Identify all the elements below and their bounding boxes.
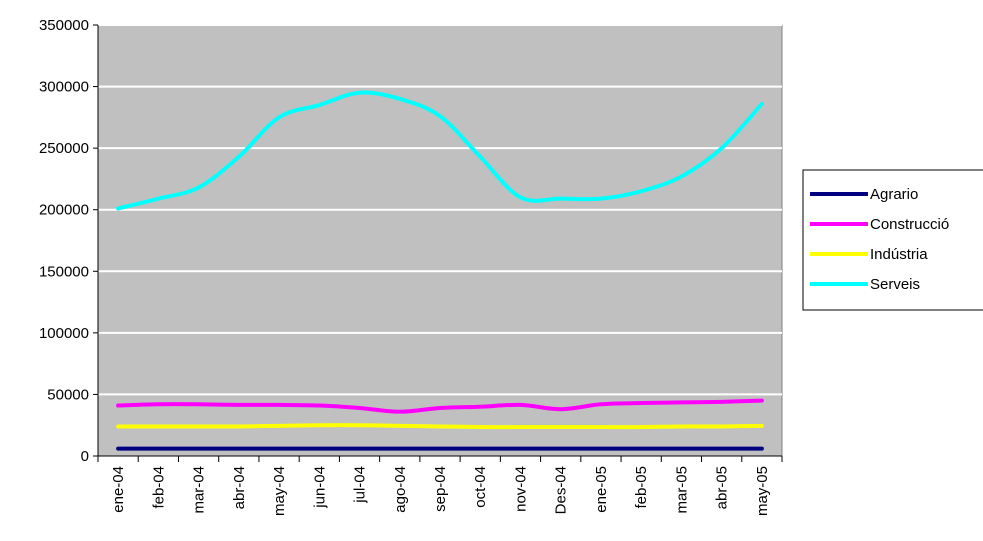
x-tick-label: mar-05 — [673, 466, 690, 514]
series-line-construccio- — [116, 398, 764, 414]
x-tick-label: oct-04 — [472, 466, 489, 508]
x-tick-label: Des-04 — [553, 466, 570, 514]
legend-label: Agrario — [870, 186, 918, 203]
x-tick-label: may-05 — [754, 466, 771, 516]
y-tick-label: 250000 — [39, 140, 89, 157]
legend-label: Construcció — [870, 216, 949, 233]
y-tick-label: 0 — [81, 448, 89, 465]
x-tick-label: jun-04 — [311, 466, 328, 509]
legend-label: Indústria — [870, 246, 928, 263]
x-tick-label: jul-04 — [352, 466, 369, 504]
plot-area — [97, 24, 783, 457]
x-axis-ticks: ene-04 feb-04 mar-04 abr-04 may-04 jun-04 jul-… — [97, 456, 783, 516]
x-tick-label: ene-04 — [110, 466, 127, 513]
x-tick-label: mar-04 — [191, 466, 208, 514]
series-line-serveis — [116, 90, 764, 211]
y-tick-label: 300000 — [39, 79, 89, 96]
y-tick-label: 200000 — [39, 202, 89, 219]
y-tick-label: 100000 — [39, 325, 89, 342]
y-tick-label: 150000 — [39, 263, 89, 280]
x-tick-label: nov-04 — [512, 466, 529, 512]
x-tick-label: ene-05 — [593, 466, 610, 513]
legend-label: Serveis — [870, 276, 920, 293]
series-line-indu-stria — [116, 423, 764, 430]
series-lines — [116, 90, 764, 451]
x-tick-label: ago-04 — [392, 466, 409, 513]
x-tick-label: sep-04 — [432, 466, 449, 512]
y-axis-ticks: 0 50000 100000 150000 200000 250000 300000 3500… — [39, 17, 98, 465]
x-tick-label: feb-04 — [150, 466, 167, 509]
y-tick-label: 50000 — [47, 386, 89, 403]
gridlines — [98, 24, 782, 396]
y-tick-label: 350000 — [39, 17, 89, 34]
x-tick-label: abr-05 — [714, 466, 731, 509]
axes — [97, 25, 782, 457]
x-tick-label: abr-04 — [231, 466, 248, 509]
legend: Agrario Construcció Indústria Serveis — [802, 169, 983, 311]
x-tick-label: may-04 — [271, 466, 288, 516]
x-tick-label: feb-05 — [633, 466, 650, 509]
